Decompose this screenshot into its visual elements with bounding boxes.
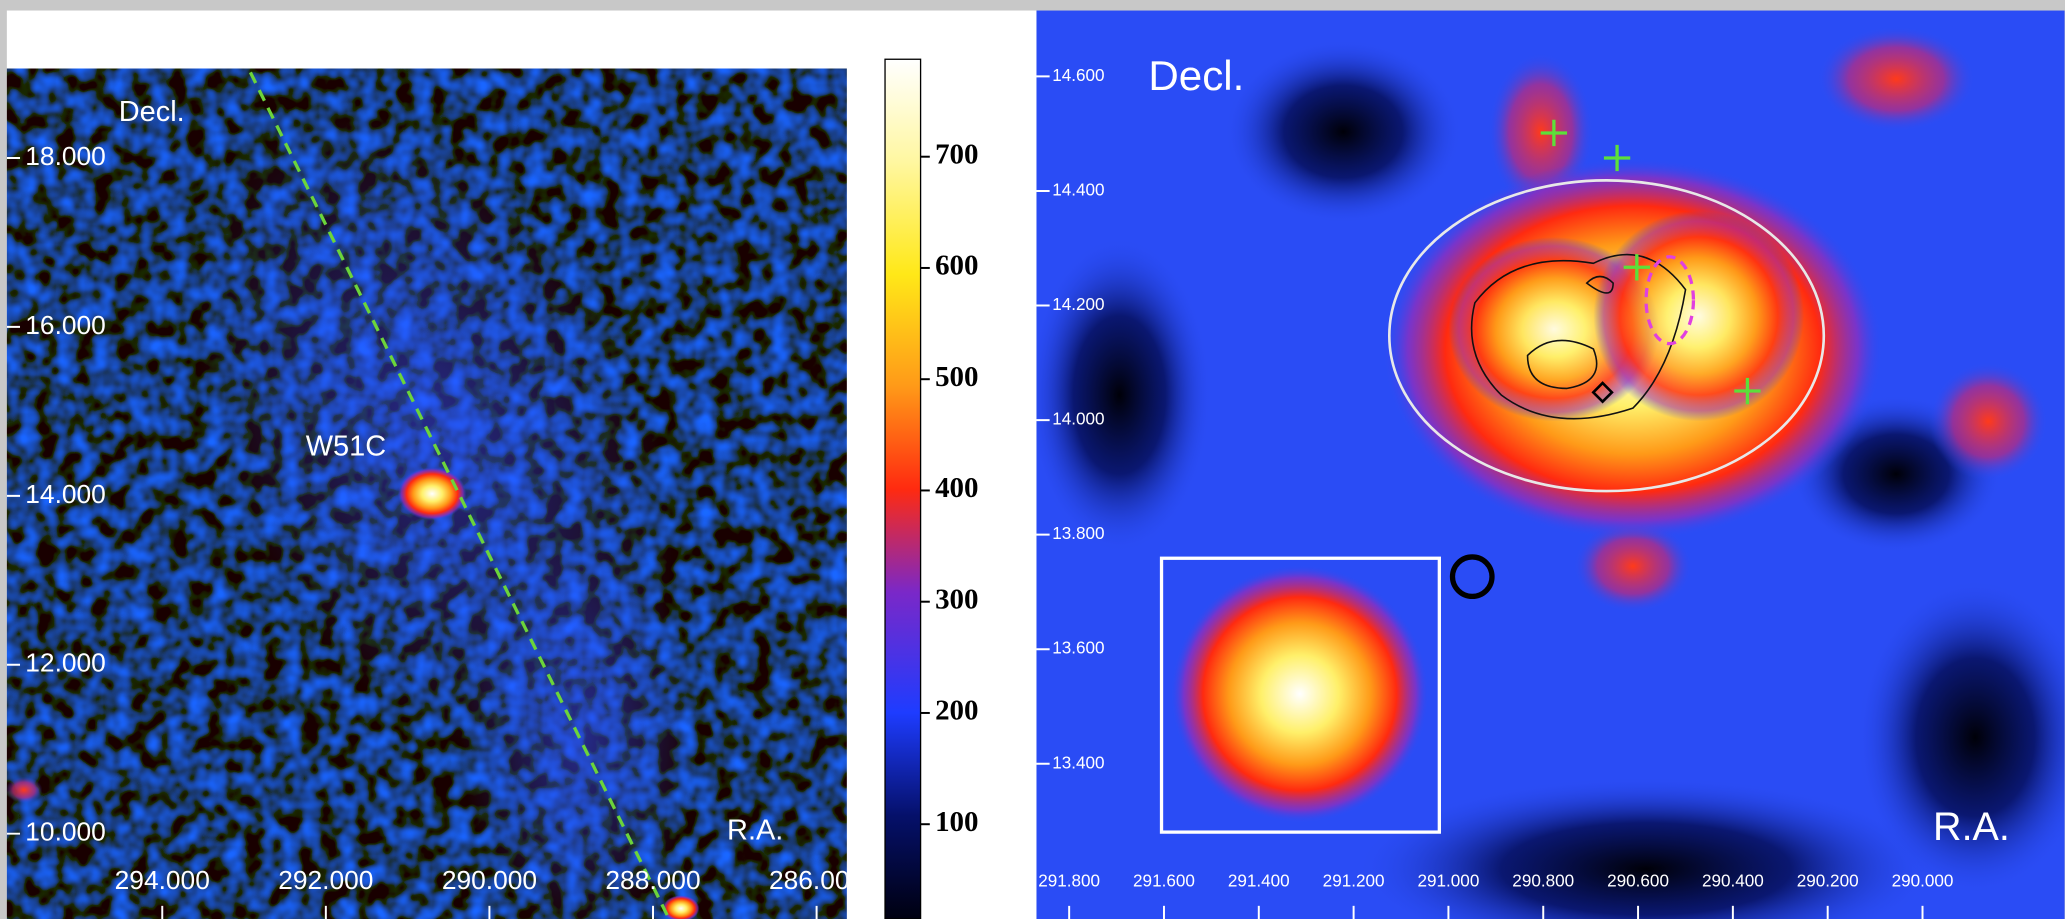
y-axis-label: Decl.	[1148, 52, 1244, 99]
y-tick-label: 14.000	[25, 479, 106, 509]
x-tick-label: 290.400	[1702, 872, 1764, 891]
figure: Decl. R.A. W51C 294.000 292.000 290.000 288…	[0, 0, 2065, 919]
y-tick-label: 12.000	[25, 648, 106, 678]
y-tick-label: 14.400	[1052, 180, 1104, 199]
colorbar-tick-label: 700	[935, 138, 978, 170]
bright-region	[1593, 211, 1804, 422]
y-tick-label: 13.400	[1052, 753, 1104, 772]
y-tick-label: 14.000	[1052, 410, 1104, 429]
x-tick-label: 291.200	[1323, 872, 1385, 891]
colorbar-tick-label: 500	[935, 361, 978, 393]
x-tick-label: 290.000	[442, 865, 537, 895]
x-tick-label: 292.000	[278, 865, 373, 895]
x-tick-label: 291.400	[1228, 872, 1290, 891]
x-tick-label: 288.000	[605, 865, 700, 895]
colorbar-tick-label: 300	[935, 583, 978, 615]
colorbar-tick-label: 200	[935, 695, 978, 727]
x-tick-label: 294.000	[115, 865, 210, 895]
colorbar-tick-label: 100	[935, 806, 978, 838]
warm-region	[1817, 26, 1975, 131]
x-tick-label: 291.800	[1038, 872, 1100, 891]
x-tick-label: 290.000	[1892, 872, 1954, 891]
y-tick-label: 13.600	[1052, 639, 1104, 658]
dark-region	[1027, 237, 1211, 553]
y-tick-label: 16.000	[25, 310, 106, 340]
psf	[1171, 565, 1429, 823]
x-axis-label: R.A.	[1933, 805, 2010, 849]
y-axis-label: Decl.	[119, 96, 185, 128]
dark-region	[1225, 39, 1462, 223]
x-tick-label: 290.600	[1607, 872, 1669, 891]
source-blob	[6, 777, 43, 803]
colorbar-tick-label: 600	[935, 250, 978, 282]
x-axis-label: R.A.	[727, 815, 783, 847]
y-tick-label: 14.600	[1052, 66, 1104, 85]
y-tick-label: 18.000	[25, 141, 106, 171]
left-map: Decl. R.A. W51C 294.000 292.000 290.000 288…	[6, 35, 865, 919]
colorbar	[885, 59, 921, 919]
annotation: W51C	[306, 430, 386, 462]
warm-region	[1929, 362, 2047, 480]
y-tick-label: 10.000	[25, 817, 106, 847]
right-map: Decl. R.A. 291.800 291.600 291.400 291.200 2…	[1027, 11, 2065, 919]
colorbar-tick-label: 400	[935, 472, 978, 504]
y-tick-label: 13.800	[1052, 524, 1104, 543]
x-tick-label: 290.800	[1512, 872, 1574, 891]
x-tick-label: 291.000	[1417, 872, 1479, 891]
diffuse-emission	[461, 540, 698, 919]
x-tick-label: 290.200	[1797, 872, 1859, 891]
y-tick-label: 14.200	[1052, 295, 1104, 314]
x-tick-label: 291.600	[1133, 872, 1195, 891]
source-blob	[398, 467, 466, 520]
